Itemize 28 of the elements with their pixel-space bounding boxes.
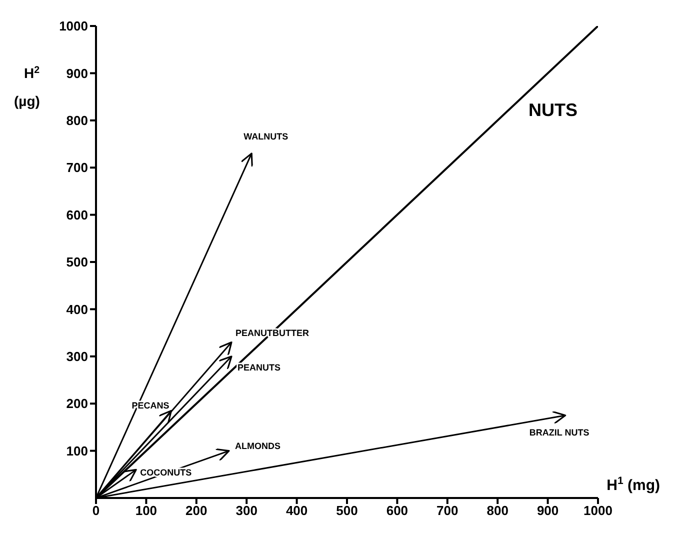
x-tick-label: 600	[386, 503, 408, 518]
series-label: BRAZIL NUTS	[529, 427, 590, 438]
y-tick-label: 200	[66, 396, 88, 412]
x-tick-label: 900	[536, 503, 559, 518]
y-tick-label: 300	[66, 349, 88, 364]
series-label: ALMONDS	[235, 440, 281, 451]
text: NUTS	[528, 100, 578, 120]
x-tick-label: 500	[336, 503, 358, 518]
x-tick-label: 300	[236, 503, 258, 518]
y-tick-label: 600	[66, 207, 88, 222]
y-tick-label: 1000	[59, 18, 88, 34]
x-tick-label: 800	[486, 503, 508, 518]
x-tick-label: 1000	[584, 503, 612, 518]
x-tick-label: 100	[135, 503, 158, 518]
y-tick-label: 800	[66, 113, 88, 128]
series-label: PEANUTS	[238, 362, 281, 372]
x-tick-label: 400	[286, 503, 308, 518]
y-tick-label: 700	[66, 160, 88, 176]
y-tick-label: 900	[66, 66, 88, 81]
text: H$^{2}$ (µg)	[14, 64, 40, 109]
x-tick-label: 200	[186, 503, 208, 518]
series-label: WALNUTS	[244, 131, 288, 142]
x-tick-label: 700	[436, 503, 458, 518]
x-axis-title: H$^{1}$ (mg)	[606, 475, 660, 494]
x-tick-label: 0	[92, 503, 100, 518]
y-tick-label: 400	[66, 302, 88, 317]
y-tick-label: 100	[66, 443, 88, 458]
y-tick-label: 500	[66, 254, 88, 270]
